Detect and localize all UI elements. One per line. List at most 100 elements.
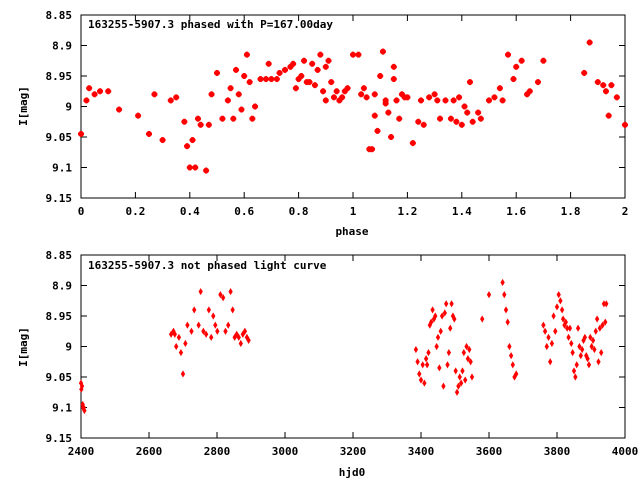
data-point — [238, 106, 245, 113]
data-point — [341, 88, 348, 95]
data-point — [597, 324, 602, 332]
data-point — [415, 118, 422, 125]
data-point — [320, 88, 327, 95]
data-point — [447, 115, 454, 122]
data-point — [580, 345, 585, 354]
data-point — [449, 300, 454, 308]
data-point — [273, 76, 280, 83]
data-point — [608, 82, 615, 89]
data-point — [534, 79, 541, 86]
data-point — [556, 291, 561, 299]
data-point — [560, 315, 566, 323]
data-point — [203, 167, 210, 174]
data-point — [214, 69, 220, 76]
data-point — [456, 382, 461, 390]
x-tick-label: 2400 — [68, 445, 95, 458]
data-point — [453, 367, 458, 375]
data-point — [454, 388, 460, 396]
data-point — [458, 379, 464, 387]
data-point — [518, 57, 525, 64]
data-point — [430, 306, 435, 314]
x-tick-label: 1.2 — [397, 205, 417, 218]
data-point — [330, 94, 337, 101]
data-point — [183, 339, 188, 348]
data-point — [585, 355, 590, 363]
data-point — [461, 349, 466, 357]
y-tick-label: 8.85 — [46, 249, 73, 262]
phased-x-axis-label: phase — [335, 225, 368, 238]
data-point — [262, 76, 269, 83]
data-point — [393, 97, 400, 104]
data-point — [358, 91, 365, 98]
data-point — [592, 345, 597, 354]
x-tick-label: 1.4 — [452, 205, 472, 218]
data-point — [203, 330, 209, 338]
data-point — [218, 291, 223, 299]
y-tick-label: 8.9 — [52, 40, 72, 53]
data-point — [600, 321, 605, 329]
data-point — [374, 127, 381, 134]
data-point — [235, 91, 242, 98]
data-point — [581, 69, 588, 76]
data-point — [82, 406, 87, 415]
data-point — [339, 94, 346, 101]
y-tick-label: 9.15 — [46, 192, 73, 205]
data-point — [185, 321, 190, 329]
data-point — [418, 97, 424, 104]
data-point — [464, 342, 469, 351]
data-point — [559, 306, 565, 314]
data-point — [287, 63, 294, 70]
data-point — [236, 333, 241, 341]
data-point — [466, 79, 473, 86]
data-point — [257, 76, 264, 83]
data-point — [178, 349, 184, 357]
data-point — [464, 109, 471, 116]
data-point — [186, 164, 193, 171]
data-point — [159, 137, 166, 144]
data-point — [546, 333, 551, 341]
data-point — [423, 355, 429, 363]
data-point — [463, 376, 468, 384]
data-point — [593, 327, 598, 335]
data-point — [174, 342, 179, 351]
data-point — [176, 333, 182, 341]
data-point — [192, 164, 199, 171]
data-point — [146, 130, 152, 137]
data-point — [435, 333, 441, 341]
data-point — [306, 79, 313, 86]
data-point — [292, 85, 299, 92]
data-point — [590, 336, 596, 344]
x-tick-label: 1.8 — [561, 205, 581, 218]
x-tick-label: 4000 — [612, 445, 639, 458]
data-point — [542, 327, 548, 335]
unphased-y-axis-label: I[mag] — [17, 327, 30, 367]
data-point — [544, 342, 549, 351]
data-point — [524, 91, 531, 98]
data-point — [360, 85, 367, 92]
data-point — [230, 115, 237, 122]
data-point — [224, 97, 231, 104]
unphased-x-axis-label: hjd0 — [339, 466, 366, 479]
data-point — [252, 103, 259, 110]
x-tick-label: 2800 — [204, 445, 231, 458]
y-tick-label: 9 — [65, 341, 72, 354]
x-tick-label: 0.6 — [234, 205, 254, 218]
data-point — [540, 57, 547, 64]
y-tick-label: 9.1 — [52, 162, 72, 175]
data-point — [500, 278, 505, 287]
data-point — [396, 115, 403, 122]
x-tick-label: 1 — [350, 205, 357, 218]
data-point — [491, 94, 498, 101]
data-point — [328, 79, 335, 86]
data-point — [437, 364, 442, 372]
data-point — [541, 321, 546, 329]
data-point — [554, 303, 560, 311]
y-tick-label: 9.05 — [46, 371, 73, 384]
x-tick-label: 3600 — [476, 445, 503, 458]
data-point — [558, 297, 563, 305]
data-point — [298, 73, 305, 79]
data-point — [325, 57, 332, 64]
data-point — [379, 48, 386, 55]
data-point — [510, 361, 515, 369]
data-point — [437, 115, 444, 122]
